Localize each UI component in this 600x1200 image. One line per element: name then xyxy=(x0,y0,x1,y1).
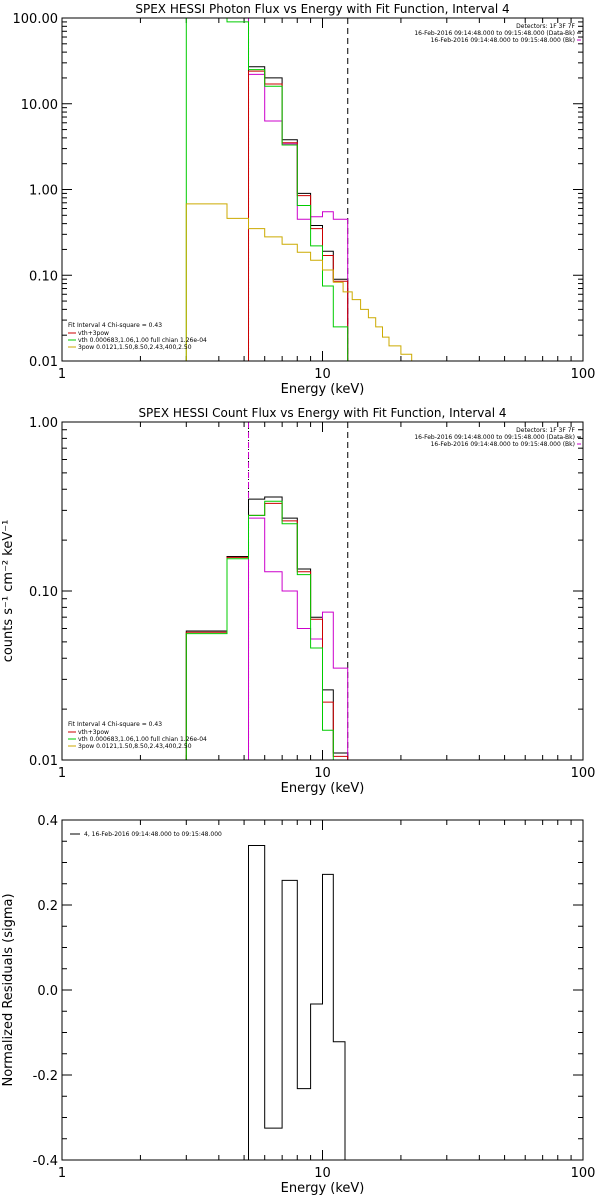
series-bk xyxy=(248,517,349,760)
series-data-bk xyxy=(185,496,349,760)
plot-area xyxy=(185,422,349,760)
x-tick-label: 100 xyxy=(571,766,596,781)
y-tick-label: 0.0 xyxy=(37,984,58,999)
x-tick-label: 10 xyxy=(314,766,331,781)
photon-flux-panel: SPEX HESSI Photon Flux vs Energy with Fi… xyxy=(13,2,596,397)
y-tick-label: 1.00 xyxy=(29,184,58,199)
info-line: Detectors: 1F 3F 7F xyxy=(516,23,575,30)
series-bk xyxy=(248,73,349,361)
y-tick-label: 0.10 xyxy=(29,269,58,284)
y-tick-label: 1.00 xyxy=(29,416,58,431)
y-tick-label: 0.2 xyxy=(37,899,58,914)
series-4 xyxy=(248,845,346,1160)
x-axis-label: Energy (keV) xyxy=(281,1181,365,1196)
info-line: Detectors: 1F 3F 7F xyxy=(516,427,575,434)
chart-title: SPEX HESSI Count Flux vs Energy with Fit… xyxy=(138,406,506,420)
series-vth xyxy=(185,18,349,361)
series-3pow xyxy=(185,203,427,361)
legend-label: vth+3pow xyxy=(78,729,109,736)
y-tick-label: -0.4 xyxy=(33,1154,58,1169)
y-tick-label: -0.2 xyxy=(33,1069,58,1084)
plot-frame xyxy=(61,17,584,362)
x-tick-label: 1 xyxy=(58,1166,66,1181)
legend-label: vth+3pow xyxy=(78,330,109,337)
x-tick-label: 100 xyxy=(571,367,596,382)
series-vth xyxy=(185,500,334,760)
y-axis-label: Normalized Residuals (sigma) xyxy=(1,893,16,1086)
x-tick-label: 10 xyxy=(314,367,331,382)
plot-frame xyxy=(61,819,584,1161)
info-line: 16-Feb-2016 09:14:48.000 to 09:15:48.000… xyxy=(431,441,575,448)
legend-header: Fit Interval 4 Chi-square = 0.43 xyxy=(68,721,162,728)
y-tick-label: 0.01 xyxy=(29,355,58,370)
info-line: 16-Feb-2016 09:14:48.000 to 09:15:48.000… xyxy=(414,434,575,441)
info-line: 16-Feb-2016 09:14:48.000 to 09:15:48.000… xyxy=(431,37,575,44)
count-flux-panel: SPEX HESSI Count Flux vs Energy with Fit… xyxy=(1,406,595,796)
legend-label: vth 0.000683,1.06,1.00 full chian 1.26e-… xyxy=(78,337,207,344)
y-tick-label: 100.00 xyxy=(13,12,59,27)
x-tick-label: 1 xyxy=(58,766,66,781)
x-tick-label: 10 xyxy=(314,1166,331,1181)
legend-label: 3pow 0.0121,1.50,8.50,2.43,400,2.50 xyxy=(78,743,192,750)
info-line: 16-Feb-2016 09:14:48.000 to 09:15:48.000… xyxy=(414,30,575,37)
y-tick-label: 10.00 xyxy=(21,98,58,113)
legend-header: Fit Interval 4 Chi-square = 0.43 xyxy=(68,322,162,329)
y-tick-label: 0.01 xyxy=(29,754,58,769)
residuals-panel: 1 10 100 -0.4 -0.2 0.0 0.2 0.4 Energy (keV) Norma… xyxy=(1,814,595,1196)
y-axis-label: counts s⁻¹ cm⁻² keV⁻¹ xyxy=(1,520,16,663)
plot-area xyxy=(248,845,346,1160)
chart-title: SPEX HESSI Photon Flux vs Energy with Fi… xyxy=(135,2,509,16)
legend-label: 3pow 0.0121,1.50,8.50,2.43,400,2.50 xyxy=(78,344,192,351)
x-axis-label: Energy (keV) xyxy=(281,781,365,796)
plot-frame xyxy=(61,421,584,761)
series-vth-3pow xyxy=(185,502,349,760)
x-tick-label: 100 xyxy=(571,1166,596,1181)
legend-label: vth 0.000683,1.06,1.00 full chian 1.26e-… xyxy=(78,736,207,743)
legend-label: 4, 16-Feb-2016 09:14:48.000 to 09:15:48.… xyxy=(84,831,222,838)
y-tick-label: 0.4 xyxy=(37,814,58,829)
y-tick-label: 0.10 xyxy=(29,585,58,600)
x-tick-label: 1 xyxy=(58,367,66,382)
x-axis-label: Energy (keV) xyxy=(281,382,365,397)
plot-area xyxy=(185,18,427,361)
